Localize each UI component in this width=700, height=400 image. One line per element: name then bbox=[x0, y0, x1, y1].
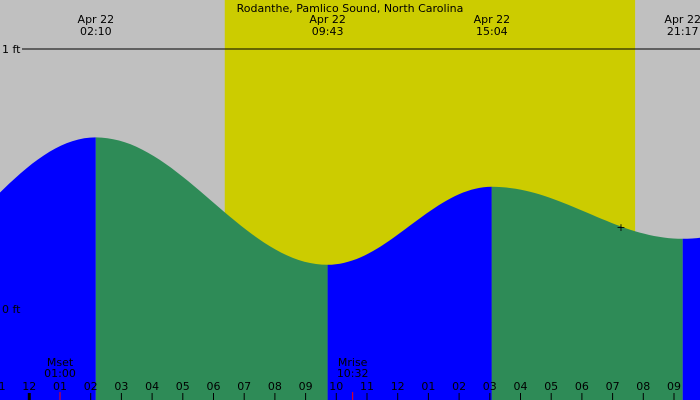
y-tick-0ft: 0 ft bbox=[2, 303, 21, 316]
extreme-time-label: 09:43 bbox=[312, 25, 344, 38]
extreme-date-label: Apr 22 bbox=[309, 13, 346, 26]
moon-event-time: 01:00 bbox=[44, 367, 76, 380]
hour-tick-label: 10 bbox=[329, 380, 343, 393]
hour-tick-label: 01 bbox=[53, 380, 67, 393]
hour-tick-label: 05 bbox=[176, 380, 190, 393]
hour-tick-label: 11 bbox=[360, 380, 374, 393]
hour-tick-label: 04 bbox=[145, 380, 159, 393]
hour-tick-label: 02 bbox=[452, 380, 466, 393]
extreme-date-label: Apr 22 bbox=[474, 13, 511, 26]
hour-tick-label: 03 bbox=[483, 380, 497, 393]
hour-tick-label: 01 bbox=[421, 380, 435, 393]
hour-tick-label: 08 bbox=[636, 380, 650, 393]
hour-tick-label: 06 bbox=[575, 380, 589, 393]
moon-event-label: Mset bbox=[47, 356, 74, 369]
rising-tide-area bbox=[327, 186, 492, 400]
hour-tick-label: 03 bbox=[114, 380, 128, 393]
moon-event-time: 10:32 bbox=[337, 367, 369, 380]
hour-tick-label: 09 bbox=[667, 380, 681, 393]
extreme-date-label: Apr 22 bbox=[664, 13, 700, 26]
hour-tick-label: 09 bbox=[299, 380, 313, 393]
hour-tick-label: 05 bbox=[544, 380, 558, 393]
crosshair-marker: + bbox=[616, 221, 625, 234]
chart-title: Rodanthe, Pamlico Sound, North Carolina bbox=[237, 2, 464, 15]
hour-tick-label: 07 bbox=[606, 380, 620, 393]
hour-tick-label: 12 bbox=[22, 380, 36, 393]
extreme-time-label: 02:10 bbox=[80, 25, 112, 38]
hour-tick-label: 11 bbox=[0, 380, 6, 393]
extreme-time-label: 15:04 bbox=[476, 25, 508, 38]
tide-areas bbox=[0, 137, 700, 400]
hour-tick-label: 08 bbox=[268, 380, 282, 393]
rising-tide-area bbox=[0, 137, 96, 400]
moon-event-label: Mrise bbox=[338, 356, 368, 369]
hour-axis: 11 12 01 02 03 04 05 06 07 08 09 10 11 12 01 02 03 04 05 06… bbox=[0, 380, 681, 400]
rising-tide-area bbox=[682, 237, 700, 400]
y-tick-1ft: 1 ft bbox=[2, 43, 21, 56]
extreme-time-label: 21:17 bbox=[667, 25, 699, 38]
falling-tide-area bbox=[95, 137, 328, 400]
falling-tide-area bbox=[491, 186, 683, 400]
hour-tick-label: 07 bbox=[237, 380, 251, 393]
hour-tick-label: 12 bbox=[391, 380, 405, 393]
hour-tick-label: 02 bbox=[84, 380, 98, 393]
extreme-date-label: Apr 22 bbox=[78, 13, 115, 26]
hour-tick-label: 04 bbox=[514, 380, 528, 393]
hour-tick-label: 06 bbox=[207, 380, 221, 393]
